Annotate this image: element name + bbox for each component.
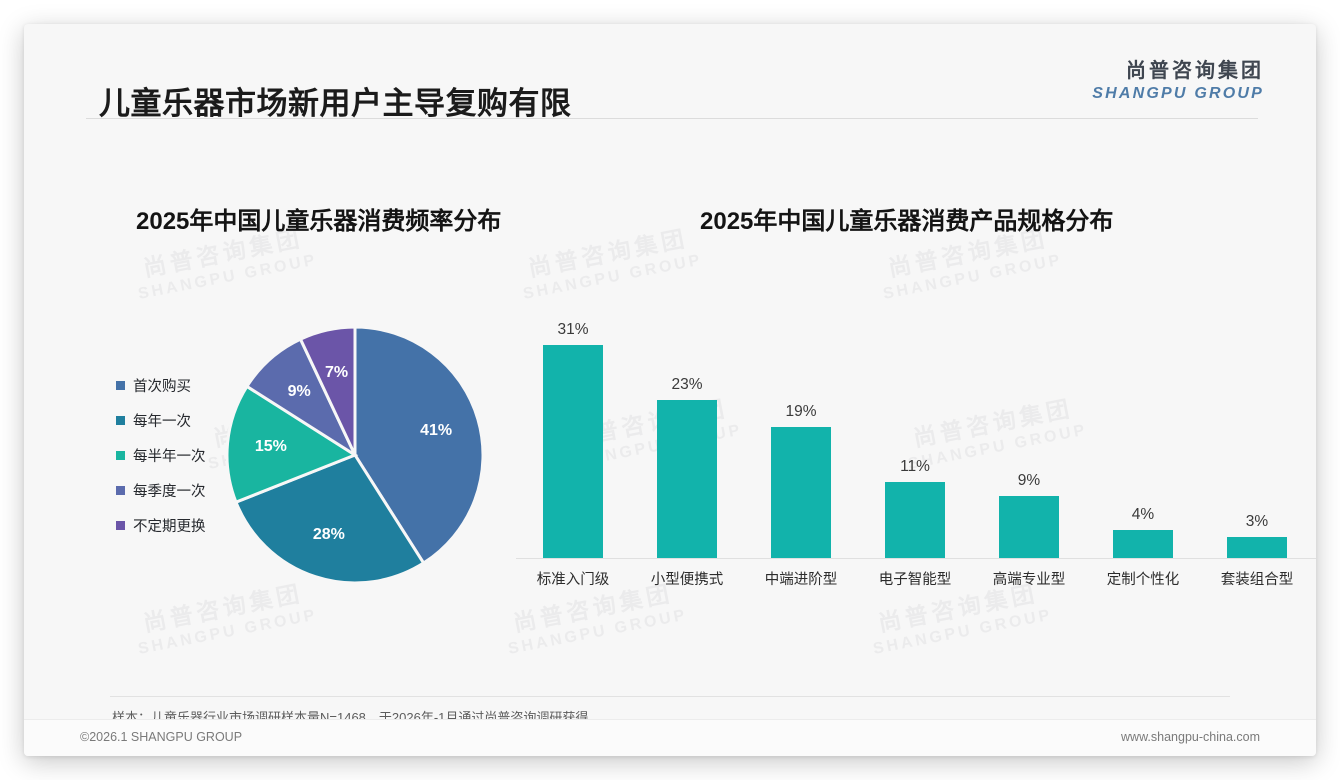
legend-swatch-icon [116,451,125,460]
legend-swatch-icon [116,486,125,495]
pie-slice-value: 7% [325,363,349,381]
legend-item[interactable]: 每年一次 [116,403,228,438]
bar-value-label: 31% [557,321,589,338]
legend-label: 每季度一次 [133,484,206,500]
pie-chart-title: 2025年中国儿童乐器消费频率分布 [136,208,502,235]
bar-group: 11% [858,324,972,558]
watermark-en: SHANGPU GROUP [506,606,689,658]
bar-value-label: 4% [1131,506,1155,523]
pie-chart: 41% 28% 15% 9% 7% [226,326,484,584]
slide-footer: ©2026.1 SHANGPU GROUP www.shangpu-china.… [24,719,1316,756]
bar-rect[interactable] [999,496,1059,558]
bar-rect[interactable] [543,345,603,558]
bar-group: 4% [1086,324,1200,558]
brand-logo: 尚普咨询集团 SHANGPU GROUP [1092,61,1264,102]
bar-group: 31% [516,321,630,558]
pie-slice-value: 15% [254,438,287,456]
website-link[interactable]: www.shangpu-china.com [1121,730,1260,744]
logo-english-text: SHANGPU GROUP [1092,85,1264,102]
bar-category-label: 中端进阶型 [764,572,838,588]
bar-rect[interactable] [1227,537,1287,558]
watermark: 尚普咨询集团 SHANGPU GROUP [131,577,319,660]
bar-chart-axis-line [516,558,1316,559]
bar-chart: 31% 标准入门级 23% 小型便携式 19% 中端进阶型 11% 电子智能型 9% 高端专业型 4… [516,286,1316,596]
legend-label: 首次购买 [133,379,191,395]
page-title: 儿童乐器市场新用户主导复购有限 [99,86,572,121]
bar-category-label: 高端专业型 [992,572,1066,588]
bar-rect[interactable] [657,400,717,558]
watermark-cn: 尚普咨询集团 [526,224,691,282]
bar-category-label: 标准入门级 [536,572,610,588]
bar-value-label: 3% [1245,513,1269,530]
watermark-en: SHANGPU GROUP [871,606,1054,658]
bar-category-label: 小型便携式 [650,572,724,588]
header-divider [86,118,1258,119]
bar-group: 3% [1200,324,1314,558]
bar-chart-title: 2025年中国儿童乐器消费产品规格分布 [700,208,1114,235]
watermark-en: SHANGPU GROUP [136,606,319,658]
pie-legend: 首次购买每年一次每半年一次每季度一次不定期更换 [116,368,228,543]
legend-item[interactable]: 每半年一次 [116,438,228,473]
legend-item[interactable]: 每季度一次 [116,473,228,508]
pie-slice-value: 28% [312,526,345,544]
pie-slice[interactable] [298,326,357,456]
pie-slice[interactable] [234,453,426,584]
bar-group: 23% [630,324,744,558]
bar-category-label: 定制个性化 [1106,572,1180,588]
pie-slice[interactable] [226,384,359,505]
bar-value-label: 19% [785,403,817,420]
legend-swatch-icon [116,521,125,530]
pie-slice-value: 41% [420,422,453,440]
logo-chinese-text: 尚普咨询集团 [1126,60,1264,82]
legend-swatch-icon [116,416,125,425]
bar-group: 9% [972,324,1086,558]
slide-header: 儿童乐器市场新用户主导复购有限 尚普咨询集团 SHANGPU GROUP [24,24,1316,121]
legend-swatch-icon [116,381,125,390]
watermark-en: SHANGPU GROUP [136,251,319,303]
bar-value-label: 11% [900,458,930,475]
bar-rect[interactable] [1113,530,1173,558]
bar-value-label: 23% [671,376,703,393]
watermark-cn: 尚普咨询集团 [141,579,306,637]
legend-item[interactable]: 不定期更换 [116,508,228,543]
pie-chart-svg [226,326,484,584]
pie-slice-value: 9% [287,382,311,400]
legend-label: 每年一次 [133,414,191,430]
legend-item[interactable]: 首次购买 [116,368,228,403]
bar-rect[interactable] [885,482,945,558]
note-divider [110,696,1230,697]
copyright-text: ©2026.1 SHANGPU GROUP [80,730,243,744]
legend-label: 不定期更换 [133,519,206,535]
slide-canvas: 尚普咨询集团 SHANGPU GROUP 尚普咨询集团 SHANGPU GROU… [24,24,1316,756]
bar-group: 19% [744,324,858,558]
bar-category-label: 套装组合型 [1220,572,1294,588]
bar-category-label: 电子智能型 [878,572,952,588]
bar-value-label: 9% [1017,472,1041,489]
legend-label: 每半年一次 [133,449,206,465]
bar-rect[interactable] [771,427,831,558]
